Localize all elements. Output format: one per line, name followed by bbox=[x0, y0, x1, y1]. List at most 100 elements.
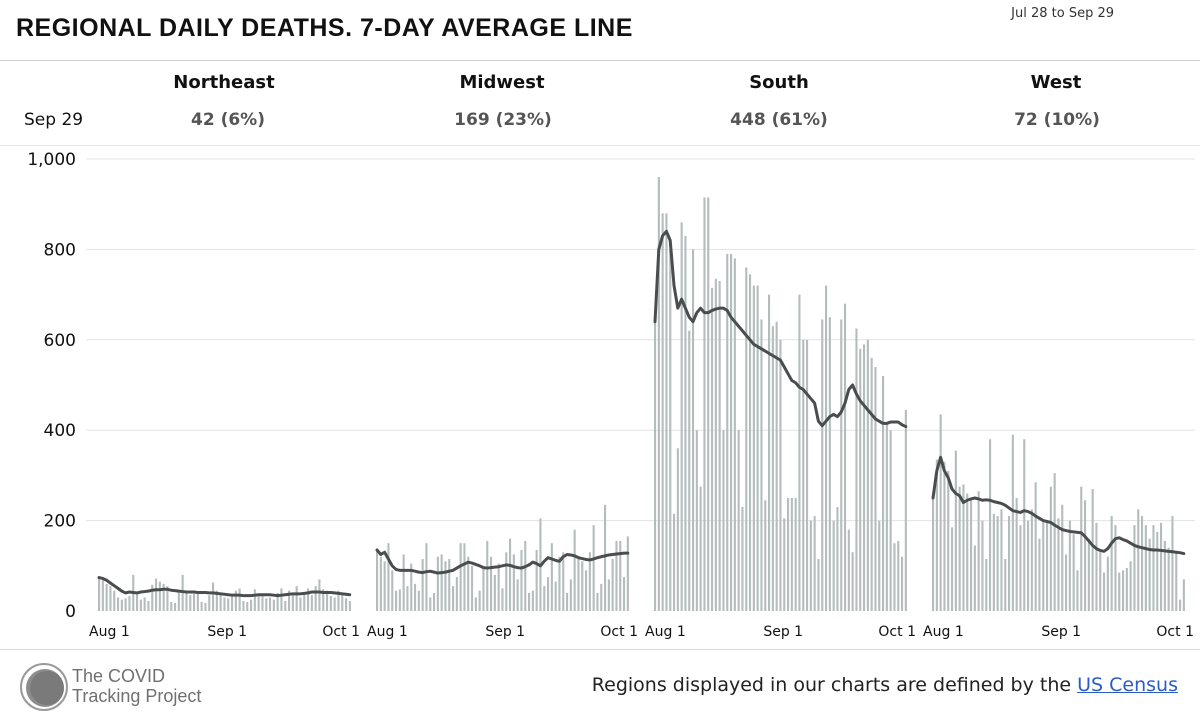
bar bbox=[741, 507, 744, 611]
bar bbox=[1156, 531, 1159, 611]
logo-icon bbox=[20, 663, 68, 711]
region-name-west: West bbox=[1030, 72, 1082, 93]
region-name-northeast: Northeast bbox=[173, 72, 275, 93]
bar bbox=[261, 593, 264, 611]
bar bbox=[253, 589, 256, 611]
bar bbox=[962, 484, 965, 611]
bar bbox=[1076, 570, 1079, 611]
bar bbox=[212, 582, 215, 611]
bar bbox=[1095, 522, 1098, 611]
bar bbox=[1129, 561, 1132, 611]
bar bbox=[604, 504, 607, 611]
y-tick-label: 1,000 bbox=[27, 150, 76, 170]
bar bbox=[471, 565, 474, 611]
bar bbox=[170, 601, 173, 611]
bar bbox=[673, 513, 676, 611]
bar bbox=[1099, 552, 1102, 611]
bar bbox=[1175, 552, 1178, 611]
bar bbox=[486, 540, 489, 611]
bar bbox=[1068, 520, 1071, 611]
bar bbox=[531, 590, 534, 611]
bar bbox=[231, 596, 234, 611]
bar bbox=[215, 590, 218, 611]
date-range: Jul 28 to Sep 29 bbox=[1011, 6, 1114, 21]
bar bbox=[516, 579, 519, 611]
bar bbox=[124, 598, 127, 611]
bar bbox=[1179, 599, 1182, 611]
header-divider bbox=[0, 60, 1200, 61]
bar bbox=[1053, 473, 1056, 611]
bar bbox=[828, 317, 831, 611]
bar bbox=[250, 599, 253, 611]
bar bbox=[566, 592, 569, 611]
bar bbox=[966, 493, 969, 611]
bar bbox=[543, 586, 546, 611]
bar bbox=[177, 590, 180, 611]
bar bbox=[992, 513, 995, 611]
logo-line-1: The COVID bbox=[72, 666, 166, 686]
bar bbox=[882, 375, 885, 611]
covid-tracking-project-logo[interactable]: The COVID Tracking Project bbox=[20, 658, 220, 716]
region-stat-west: 72 (10%) bbox=[1014, 110, 1100, 130]
bar bbox=[234, 590, 237, 611]
bar bbox=[257, 595, 260, 611]
bar bbox=[844, 303, 847, 611]
bar bbox=[985, 559, 988, 611]
bar bbox=[1034, 482, 1037, 611]
bar bbox=[318, 579, 321, 611]
bar bbox=[272, 599, 275, 611]
bar bbox=[790, 498, 793, 611]
bar bbox=[238, 588, 241, 611]
bar bbox=[722, 430, 725, 611]
panel-south: Aug 1 Sep 1 Oct 1 bbox=[645, 177, 916, 640]
bar bbox=[1114, 525, 1117, 611]
region-stat-south: 448 (61%) bbox=[730, 110, 828, 130]
bar bbox=[611, 559, 614, 611]
x-tick-label: Oct 1 bbox=[322, 624, 360, 640]
panel-west: Aug 1 Sep 1 Oct 1 bbox=[923, 414, 1194, 640]
bar bbox=[1057, 518, 1060, 611]
bar bbox=[684, 235, 687, 611]
bar bbox=[1038, 538, 1041, 611]
bar bbox=[692, 249, 695, 611]
bar bbox=[870, 357, 873, 611]
bar bbox=[387, 543, 390, 611]
bar bbox=[505, 552, 508, 611]
us-census-link[interactable]: US Census bbox=[1077, 674, 1178, 696]
bar bbox=[1118, 572, 1121, 611]
x-tick-label: Oct 1 bbox=[878, 624, 916, 640]
bar bbox=[280, 588, 283, 611]
x-tick-label: Aug 1 bbox=[923, 624, 964, 640]
bar bbox=[973, 545, 976, 611]
bar bbox=[223, 597, 226, 611]
bar bbox=[410, 563, 413, 611]
bar bbox=[98, 577, 101, 611]
bar bbox=[596, 592, 599, 611]
bar bbox=[101, 580, 104, 611]
x-tick-label: Aug 1 bbox=[645, 624, 686, 640]
bar bbox=[779, 339, 782, 611]
bar bbox=[1091, 488, 1094, 611]
bar bbox=[1110, 516, 1113, 611]
bar bbox=[136, 592, 139, 611]
bar bbox=[425, 543, 428, 611]
bar bbox=[463, 543, 466, 611]
bar bbox=[863, 344, 866, 611]
bar bbox=[1106, 556, 1109, 611]
bar bbox=[189, 595, 192, 611]
bar bbox=[626, 536, 629, 611]
bar bbox=[379, 556, 382, 611]
bar bbox=[185, 592, 188, 611]
bar bbox=[1008, 516, 1011, 611]
bar bbox=[756, 285, 759, 611]
bar bbox=[166, 586, 169, 611]
bar bbox=[977, 491, 980, 611]
bar bbox=[688, 330, 691, 611]
bar bbox=[1163, 540, 1166, 611]
bar bbox=[954, 450, 957, 611]
bar bbox=[291, 593, 294, 611]
x-tick-label: Sep 1 bbox=[207, 624, 247, 640]
bar bbox=[174, 602, 177, 611]
bar bbox=[139, 599, 142, 611]
bar bbox=[1030, 509, 1033, 611]
